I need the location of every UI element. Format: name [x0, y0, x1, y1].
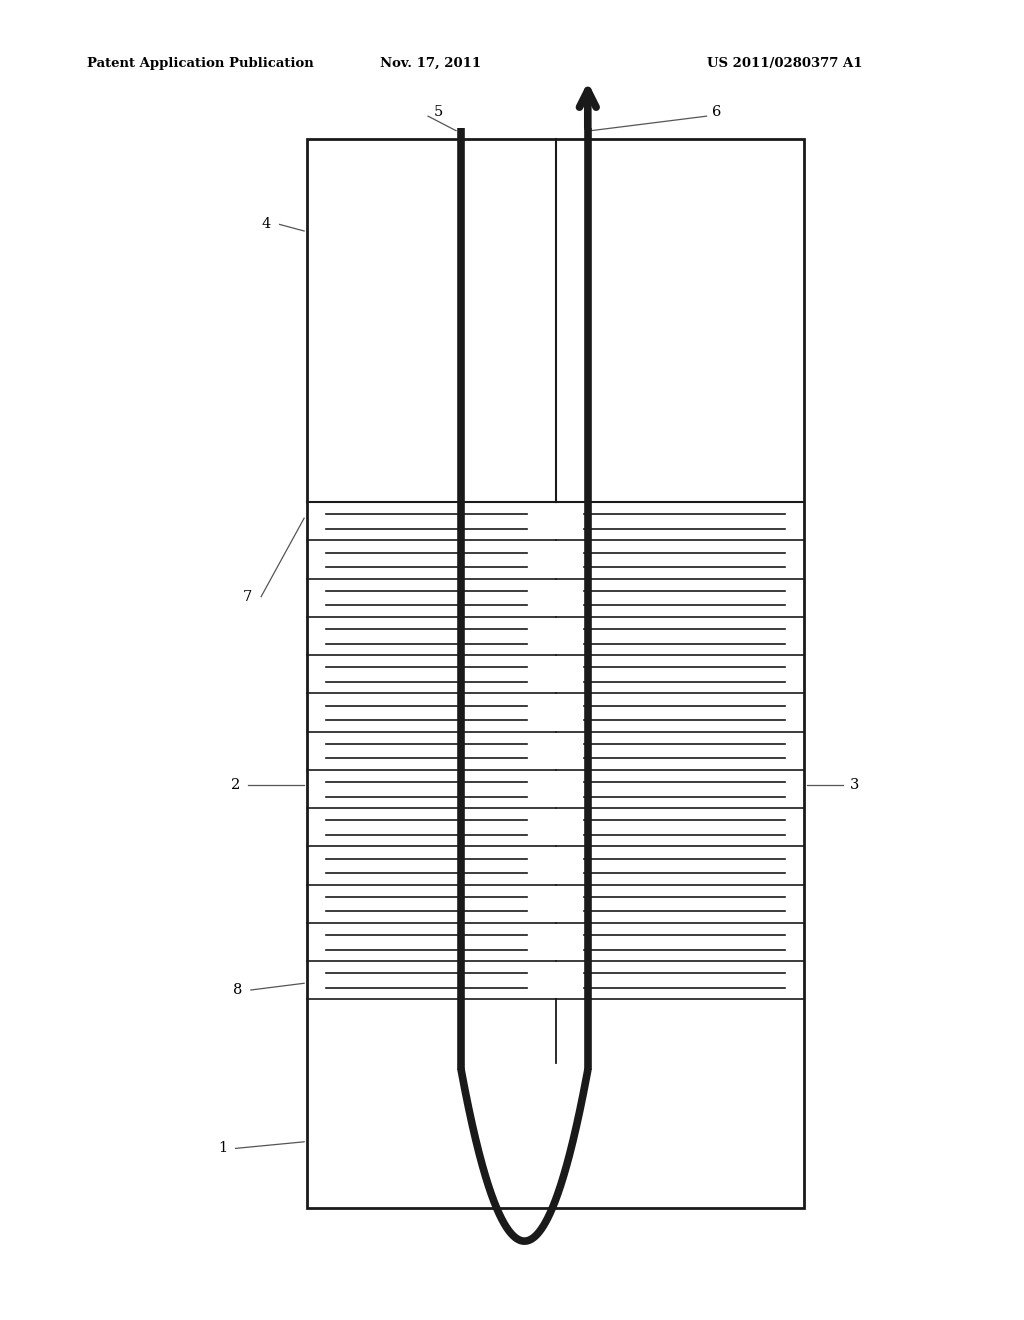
Text: 1: 1 — [219, 1142, 227, 1155]
Text: 5: 5 — [433, 106, 443, 119]
Text: Patent Application Publication: Patent Application Publication — [87, 57, 313, 70]
Text: 4: 4 — [261, 218, 271, 231]
Text: 6: 6 — [712, 106, 722, 119]
Text: 8: 8 — [232, 983, 243, 997]
Text: US 2011/0280377 A1: US 2011/0280377 A1 — [707, 57, 862, 70]
Text: 3: 3 — [850, 779, 860, 792]
Text: Nov. 17, 2011: Nov. 17, 2011 — [380, 57, 480, 70]
Text: 7: 7 — [243, 590, 253, 603]
Text: 2: 2 — [230, 779, 241, 792]
Bar — [307, 139, 804, 1208]
